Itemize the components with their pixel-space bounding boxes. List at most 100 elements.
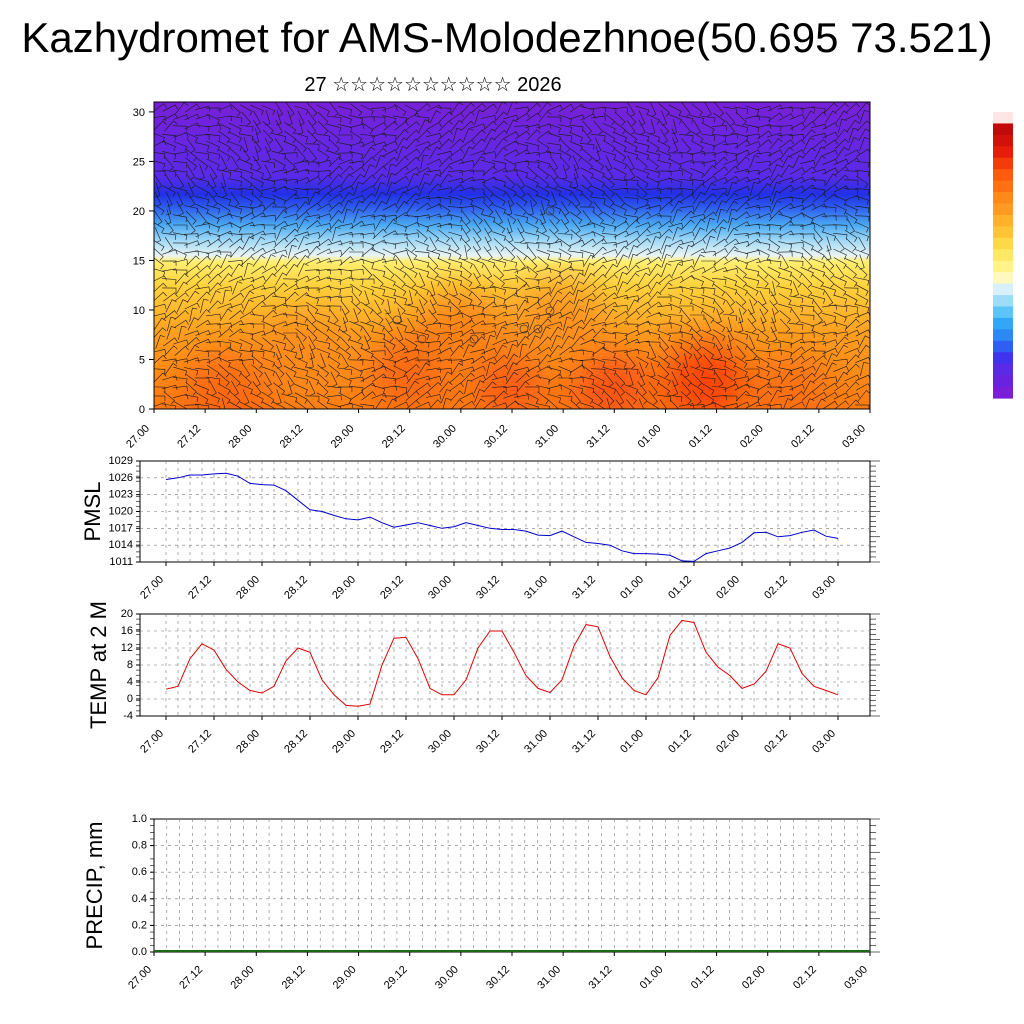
wind-barb <box>470 188 485 194</box>
wind-barb <box>843 170 859 177</box>
x-tick-label: 29.12 <box>378 574 406 602</box>
wind-barb <box>459 293 473 305</box>
wind-barb <box>558 311 574 319</box>
wind-barb <box>470 312 486 319</box>
wind-barb <box>584 263 595 277</box>
wind-barb <box>155 335 166 349</box>
wind-barb <box>623 188 639 195</box>
wind-barb <box>581 328 596 338</box>
wind-barb <box>297 344 304 360</box>
wind-barb <box>407 317 416 333</box>
wind-barb <box>702 228 717 240</box>
wind-barb <box>822 304 837 310</box>
wind-barb <box>260 305 276 311</box>
wind-barb <box>547 373 563 383</box>
wind-barb <box>294 105 309 115</box>
wind-barb <box>844 113 860 121</box>
wind-barb <box>175 273 189 285</box>
wind-barb <box>733 233 749 239</box>
wind-barb <box>760 317 766 333</box>
wind-barb <box>648 263 662 276</box>
wind-barb <box>217 303 233 309</box>
wind-barb <box>526 166 538 180</box>
wind-barb <box>656 170 672 176</box>
wind-barb <box>679 274 695 283</box>
wind-barb <box>791 309 801 324</box>
wind-barb <box>525 402 540 409</box>
wind-barb <box>680 210 695 222</box>
wind-barb <box>581 193 593 207</box>
wind-barb <box>173 214 188 223</box>
wind-barb <box>360 185 376 193</box>
wind-barb <box>770 290 778 306</box>
wind-barb <box>679 167 693 179</box>
wind-barb <box>327 250 343 256</box>
wind-barb <box>328 337 340 351</box>
wind-barb <box>154 327 167 338</box>
wind-barb <box>327 184 343 194</box>
wind-barb <box>385 317 393 333</box>
x-tick-label: 31.00 <box>522 574 550 602</box>
wind-barb <box>372 355 385 369</box>
wind-barb <box>480 323 496 329</box>
wind-barb <box>626 102 636 117</box>
wind-barb <box>514 106 529 112</box>
wind-barb <box>353 209 364 223</box>
wind-barb <box>812 355 827 365</box>
wind-barb <box>397 308 403 324</box>
wind-barb <box>635 133 650 142</box>
wind-barb <box>661 244 671 259</box>
wind-barb <box>427 381 442 392</box>
wind-barb <box>415 240 429 251</box>
wind-barb <box>227 233 243 240</box>
wind-barb <box>459 357 475 364</box>
wind-barb <box>240 255 255 266</box>
wind-barb <box>624 150 639 160</box>
wind-barb <box>734 106 749 115</box>
wind-barb <box>350 130 363 144</box>
wind-barb <box>613 220 629 229</box>
wind-barb <box>658 228 673 240</box>
y-tick-label: 12 <box>121 642 133 654</box>
wind-barb <box>756 248 770 260</box>
wind-barb <box>448 214 463 223</box>
wind-barb <box>690 302 704 314</box>
wind-barb <box>528 335 540 349</box>
wind-barb <box>538 111 552 123</box>
wind-barb <box>199 164 205 180</box>
wind-barb <box>715 200 727 214</box>
wind-barb <box>725 192 739 204</box>
x-tick-label: 30.12 <box>482 423 510 451</box>
wind-barb <box>636 390 648 405</box>
wind-barb <box>238 349 254 357</box>
wind-barb <box>712 358 727 367</box>
wind-barb <box>250 204 266 210</box>
wind-barb <box>779 139 794 149</box>
wind-barb <box>348 278 364 285</box>
wind-barb <box>154 372 167 383</box>
wind-barb <box>348 233 364 239</box>
wind-barb <box>723 175 739 184</box>
wind-barb <box>320 353 326 369</box>
wind-barb <box>835 110 849 124</box>
colorbar-segment <box>993 146 1013 159</box>
wind-barb <box>847 218 855 234</box>
wind-barb <box>154 386 166 393</box>
wind-barb <box>715 335 724 351</box>
wind-barb <box>206 158 220 170</box>
wind-barb <box>635 284 651 292</box>
wind-barb <box>229 373 241 387</box>
wind-barb <box>682 362 690 378</box>
wind-barb <box>482 400 497 409</box>
wind-barb <box>749 155 760 169</box>
wind-barb <box>700 250 716 257</box>
wind-barb <box>285 372 295 387</box>
wind-barb <box>778 177 794 183</box>
wind-barb <box>603 390 615 405</box>
wind-barb <box>461 111 475 123</box>
wind-barb <box>328 328 341 342</box>
wind-barb <box>429 110 441 124</box>
wind-barb <box>307 120 317 135</box>
wind-barb <box>384 309 394 324</box>
